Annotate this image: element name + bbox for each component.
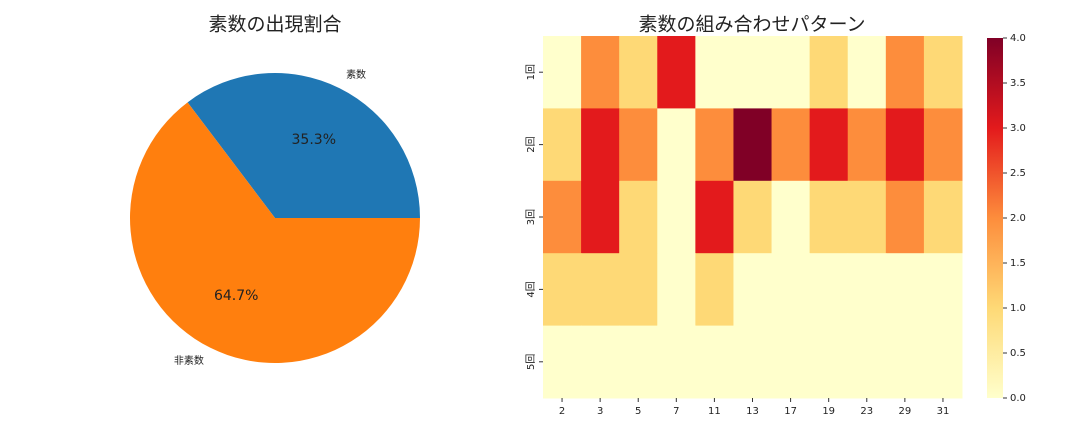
heatmap-cell (657, 180, 696, 254)
heatmap-cell (847, 108, 887, 182)
heatmap-cell (771, 253, 811, 327)
heatmap-cell (923, 325, 963, 399)
heatmap-cell (581, 180, 620, 254)
heatmap-cell (543, 108, 582, 182)
heatmap-cell (619, 36, 658, 109)
heatmap-cell (733, 108, 773, 182)
heatmap-cell (657, 108, 696, 182)
heatmap-cell (695, 36, 734, 109)
x-tick-label: 2 (559, 406, 565, 417)
pie-slice (129, 102, 420, 364)
heatmap-cell (923, 108, 963, 182)
heatmap-cell (619, 325, 658, 399)
x-tick-label: 13 (746, 406, 759, 417)
slice-label: 非素数 (174, 354, 204, 367)
heatmap-cell (695, 253, 734, 327)
heatmap-cell (733, 36, 773, 109)
heatmap-cell (885, 180, 925, 254)
heatmap-cell (809, 36, 849, 109)
x-tick-label: 17 (784, 406, 797, 417)
colorbar-tick-label: 0.5 (1010, 348, 1026, 359)
colorbar (987, 38, 1003, 398)
heatmap-cell (847, 180, 887, 254)
heatmap-cell (771, 180, 811, 254)
y-tick-label: 2回 (525, 136, 537, 152)
heatmap-title: 素数の組み合わせパターン (638, 14, 865, 36)
x-tick-label: 7 (673, 406, 679, 417)
x-tick-label: 19 (822, 406, 835, 417)
colorbar-tick-label: 0.0 (1010, 393, 1026, 404)
heatmap-cell (657, 253, 696, 327)
colorbar-tick-label: 1.5 (1010, 258, 1026, 269)
heatmap-cell (847, 36, 887, 109)
x-tick-label: 11 (708, 406, 721, 417)
heatmap-cell (581, 325, 620, 399)
heatmap-cell (771, 325, 811, 399)
heatmap-cell (619, 253, 658, 327)
heatmap-cell (733, 253, 773, 327)
colorbar-tick-label: 1.0 (1010, 303, 1026, 314)
heatmap-cell (923, 180, 963, 254)
y-tick-label: 1回 (525, 64, 537, 80)
colorbar-tick-label: 3.5 (1010, 78, 1026, 89)
heatmap-cell (809, 108, 849, 182)
heatmap-cell (543, 253, 582, 327)
heatmap-cell (581, 36, 620, 109)
x-tick-label: 23 (860, 406, 873, 417)
heatmap-cell (543, 180, 582, 254)
heatmap-cell (733, 180, 773, 254)
heatmap-cell (695, 108, 734, 182)
heatmap-cell (885, 36, 925, 109)
colorbar-tick-label: 2.5 (1010, 168, 1026, 179)
pie-slice (187, 73, 420, 218)
y-tick-label: 3回 (525, 209, 537, 225)
x-tick-label: 5 (635, 406, 641, 417)
y-tick-label: 5回 (525, 354, 537, 370)
heatmap-cell (581, 253, 620, 327)
heatmap-cell (695, 180, 734, 254)
slice-value-label: 35.3% (292, 132, 336, 148)
heatmap-cell (923, 36, 963, 109)
colorbar-tick-label: 4.0 (1010, 33, 1026, 44)
heatmap-cell (543, 36, 582, 109)
heatmap-cell (581, 108, 620, 182)
heatmap-cell (695, 325, 734, 399)
heatmap-cell (619, 180, 658, 254)
heatmap-cell (847, 325, 887, 399)
colorbar-tick-label: 2.0 (1010, 213, 1026, 224)
x-tick-label: 31 (937, 406, 950, 417)
heatmap-cell (657, 36, 696, 109)
slice-value-label: 64.7% (214, 288, 258, 304)
heatmap-cell (543, 325, 582, 399)
heatmap-cell (847, 253, 887, 327)
heatmap-cell (923, 253, 963, 327)
heatmap-cell (771, 36, 811, 109)
heatmap-cell (809, 325, 849, 399)
x-tick-label: 3 (597, 406, 603, 417)
heatmap-cell (733, 325, 773, 399)
heatmap-cell (885, 108, 925, 182)
heatmap-cell (619, 108, 658, 182)
slice-label: 素数 (346, 68, 366, 81)
heatmap-cell (657, 325, 696, 399)
heatmap-cell (885, 325, 925, 399)
colorbar-tick-label: 3.0 (1010, 123, 1026, 134)
heatmap-cell (885, 253, 925, 327)
y-tick-label: 4回 (525, 281, 537, 297)
heatmap-cell (809, 253, 849, 327)
x-tick-label: 29 (898, 406, 911, 417)
pie-title: 素数の出現割合 (208, 14, 341, 36)
heatmap-cell (771, 108, 811, 182)
heatmap-cell (809, 180, 849, 254)
